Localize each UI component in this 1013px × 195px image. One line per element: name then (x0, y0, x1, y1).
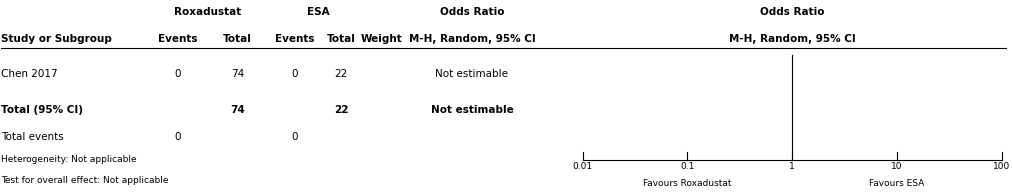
Text: 0: 0 (174, 69, 180, 79)
Text: 0.1: 0.1 (680, 162, 695, 171)
Text: Favours ESA: Favours ESA (869, 179, 925, 188)
Text: Total: Total (327, 34, 356, 44)
Text: M-H, Random, 95% CI: M-H, Random, 95% CI (408, 34, 535, 44)
Text: M-H, Random, 95% CI: M-H, Random, 95% CI (729, 34, 856, 44)
Text: 74: 74 (231, 69, 244, 79)
Text: ESA: ESA (307, 7, 329, 17)
Text: 1: 1 (789, 162, 795, 171)
Text: Not estimable: Not estimable (436, 69, 509, 79)
Text: Total events: Total events (1, 132, 64, 142)
Text: Study or Subgroup: Study or Subgroup (1, 34, 112, 44)
Text: Odds Ratio: Odds Ratio (760, 7, 825, 17)
Text: 0.01: 0.01 (572, 162, 593, 171)
Text: Heterogeneity: Not applicable: Heterogeneity: Not applicable (1, 155, 137, 164)
Text: Test for overall effect: Not applicable: Test for overall effect: Not applicable (1, 176, 169, 185)
Text: 10: 10 (891, 162, 903, 171)
Text: 0: 0 (292, 69, 298, 79)
Text: Roxadustat: Roxadustat (174, 7, 241, 17)
Text: 0: 0 (174, 132, 180, 142)
Text: Chen 2017: Chen 2017 (1, 69, 58, 79)
Text: 74: 74 (230, 105, 245, 115)
Text: 22: 22 (334, 105, 348, 115)
Text: Total: Total (223, 34, 252, 44)
Text: Odds Ratio: Odds Ratio (440, 7, 504, 17)
Text: 22: 22 (334, 69, 347, 79)
Text: 100: 100 (994, 162, 1011, 171)
Text: Total (95% CI): Total (95% CI) (1, 105, 83, 115)
Text: Events: Events (158, 34, 198, 44)
Text: Weight: Weight (361, 34, 402, 44)
Text: 0: 0 (292, 132, 298, 142)
Text: Events: Events (276, 34, 315, 44)
Text: Not estimable: Not estimable (431, 105, 514, 115)
Text: Favours Roxadustat: Favours Roxadustat (643, 179, 731, 188)
